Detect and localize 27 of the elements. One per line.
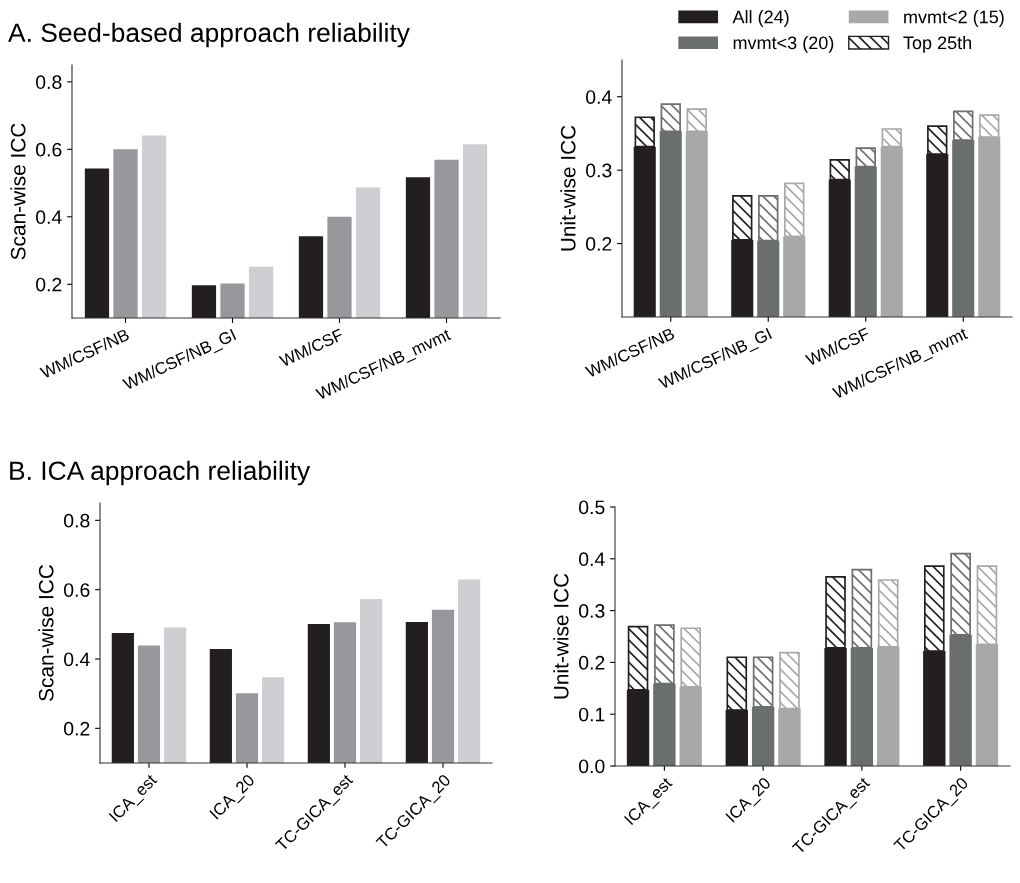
y-axis-title: Scan-wise ICC (10, 123, 26, 260)
y-tick-label: 0.6 (36, 142, 62, 157)
y-tick-label: 0.8 (36, 75, 62, 90)
y-axis-title: Unit-wise ICC (560, 125, 576, 251)
y-tick-label: 0.4 (579, 552, 605, 567)
y-tick-label: 0.2 (36, 277, 62, 292)
legend-label: Top 25th (903, 35, 972, 53)
y-axis-title: Scan-wise ICC (38, 564, 54, 701)
y-tick-label: 0.1 (579, 707, 605, 722)
y-tick-label: 0.0 (579, 759, 605, 774)
chart-title: A. Seed-based approach reliability (8, 22, 410, 48)
y-tick-label: 0.4 (36, 210, 62, 225)
y-tick-label: 0.2 (64, 721, 90, 736)
y-tick-label: 0.8 (64, 513, 90, 528)
y-tick-label: 0.3 (586, 163, 612, 178)
y-tick-label: 0.2 (579, 655, 605, 670)
y-tick-label: 0.3 (579, 604, 605, 618)
legend-label: mvmt<2 (15) (904, 10, 1004, 27)
legend-label: All (24) (732, 10, 789, 27)
chart-title: B. ICA approach reliability (10, 460, 311, 486)
y-tick-label: 0.6 (64, 583, 90, 597)
y-tick-label: 0.4 (64, 652, 90, 667)
y-tick-label: 0.2 (586, 237, 612, 251)
y-tick-label: 0.5 (579, 500, 605, 515)
y-axis-title: Unit-wise ICC (553, 573, 569, 699)
y-tick-label: 0.4 (586, 90, 612, 104)
legend-label: mvmt<3 (20) (733, 35, 834, 53)
